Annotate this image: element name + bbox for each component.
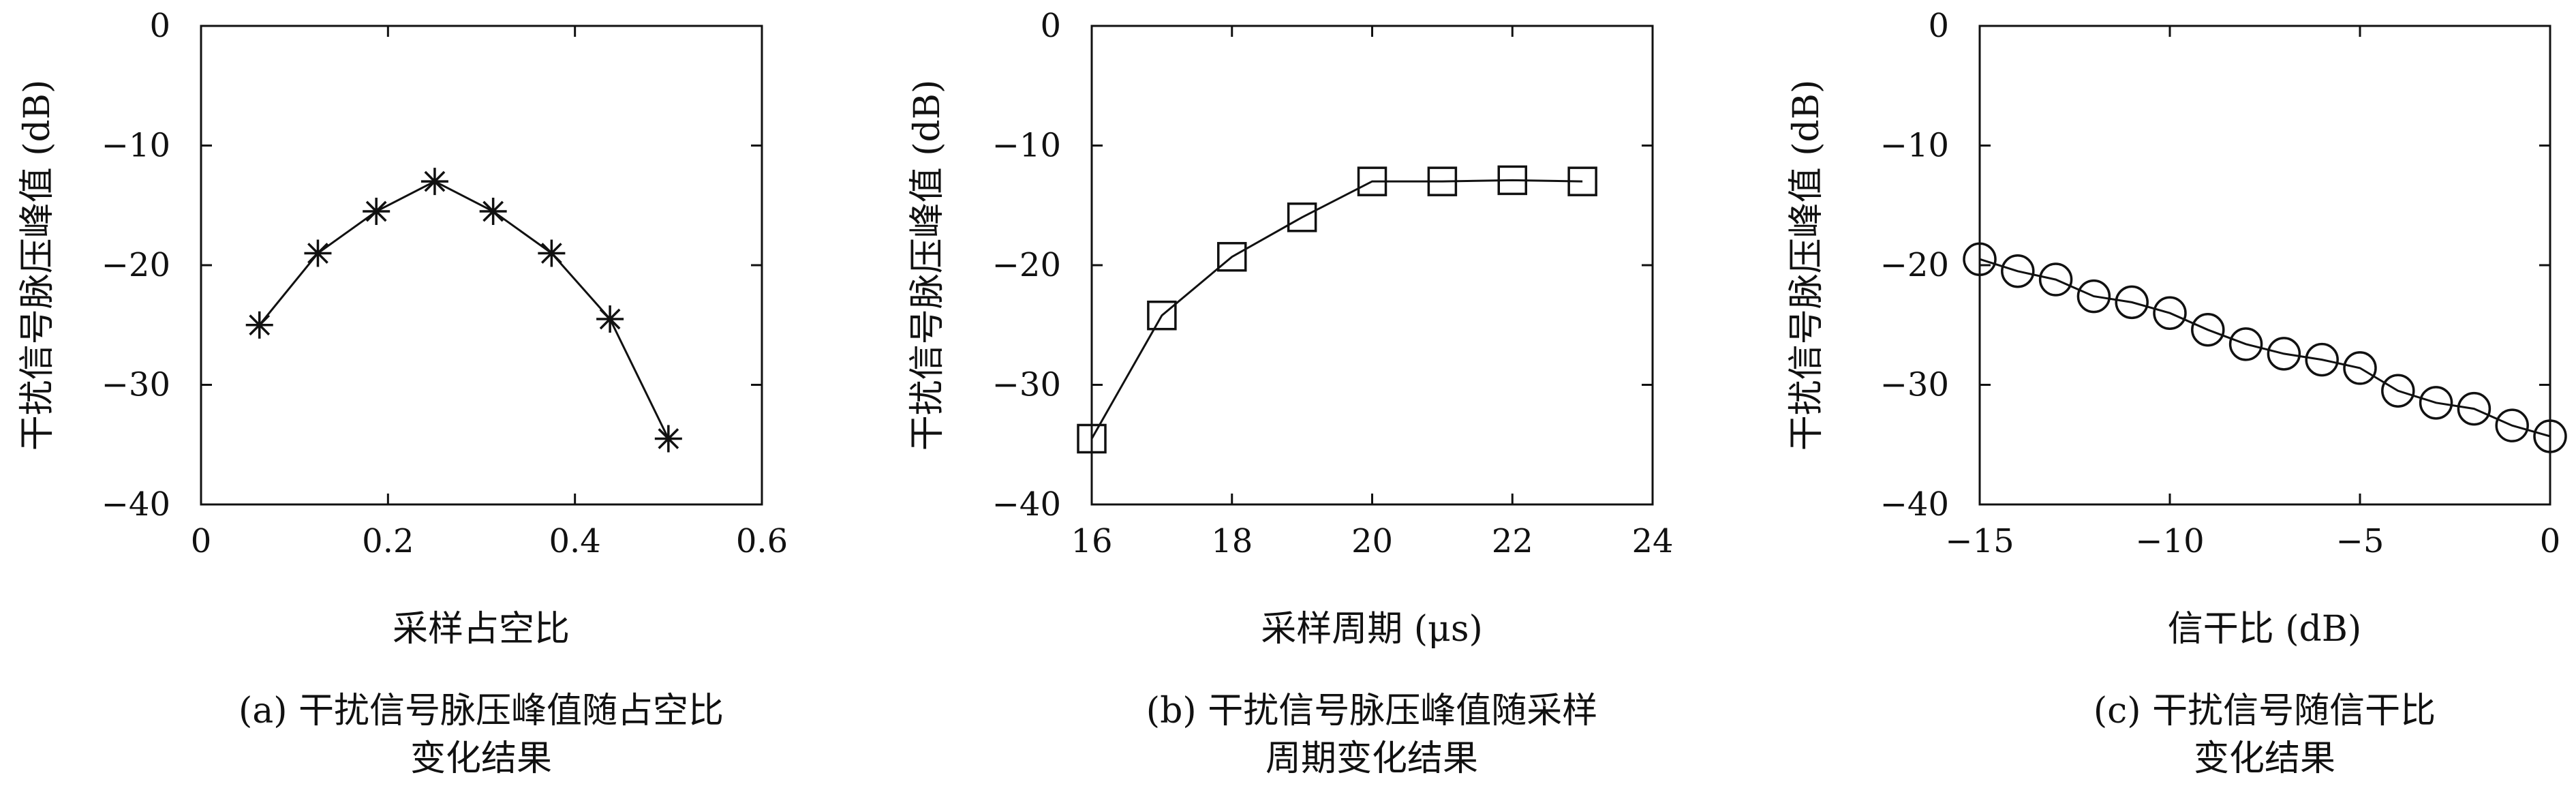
chart-a-y-tick-label: −40 <box>102 485 170 524</box>
chart-a-x-axis-label: 采样占空比 <box>393 609 570 650</box>
chart-c-data-point <box>2343 351 2377 385</box>
chart-c-data-point <box>2115 285 2149 320</box>
chart-a-data-point <box>596 305 624 333</box>
chart-a-caption-line-2: 变化结果 <box>410 738 552 779</box>
chart-c-data-point <box>2153 296 2187 330</box>
chart-b-plot <box>1077 165 1597 454</box>
chart-c-data-point <box>2001 254 2035 288</box>
chart-c-x-tick-label: −15 <box>1945 522 2014 560</box>
chart-c-y-tick-label: −40 <box>1880 485 1949 524</box>
chart-b-y-tick-label: −20 <box>992 246 1061 284</box>
chart-a-y-axis-label: 干扰信号脉压峰值 (dB) <box>17 80 58 451</box>
chart-c-data-point <box>2038 262 2073 297</box>
chart-b-x-tick-label: 16 <box>1071 522 1112 560</box>
chart-a-x-tick-label: 0.4 <box>549 522 600 560</box>
chart-c-x-tick-label: −10 <box>2135 522 2204 560</box>
chart-b-data-point <box>1497 165 1527 196</box>
chart-a-data-point <box>654 425 682 453</box>
chart-b-caption-line-1: (b) 干扰信号脉压峰值随采样 <box>1146 691 1597 731</box>
chart-b-y-tick-label: −10 <box>992 127 1061 165</box>
chart-c: −15 −10 −5 0 0 −10 −20 −30 −40 信干比 (dB) 干扰信号脉压峰值… <box>1786 7 2567 779</box>
chart-b-series-line <box>1090 179 1583 440</box>
chart-b-x-tick-label: 24 <box>1631 522 1673 560</box>
chart-c-data-point <box>2191 313 2225 347</box>
chart-b-x-tick-label: 18 <box>1211 522 1253 560</box>
chart-b-x-tick-label: 20 <box>1351 522 1393 560</box>
chart-a-y-tick-label: −10 <box>102 127 170 165</box>
chart-b-x-axis-label: 采样周期 (μs) <box>1261 609 1483 650</box>
chart-b-data-point <box>1357 166 1387 196</box>
chart-b: 16 18 20 22 24 0 −10 −20 −30 −40 采样周期 (μs) 干扰信号脉压… <box>907 7 1674 779</box>
chart-c-data-point <box>2533 419 2567 453</box>
chart-c-data-point <box>2267 337 2301 371</box>
chart-a-x-tick-label: 0.2 <box>362 522 414 560</box>
chart-c-data-point <box>2076 279 2111 314</box>
chart-b-data-point <box>1567 166 1597 196</box>
chart-c-data-point <box>1963 242 1997 276</box>
chart-c-ticks: −15 −10 −5 0 0 −10 −20 −30 −40 <box>1880 7 2561 560</box>
chart-c-data-point <box>2419 386 2453 420</box>
chart-b-caption-line-2: 周期变化结果 <box>1266 738 1478 779</box>
chart-c-plot <box>1963 242 2567 453</box>
chart-c-data-point <box>2495 408 2529 442</box>
chart-c-x-axis-label: 信干比 (dB) <box>2168 609 2362 650</box>
chart-a: 0 0.2 0.4 0.6 0 −10 −20 −30 −40 采样占空比 干扰信号脉压峰值 (… <box>17 7 788 779</box>
chart-a-plot <box>245 168 682 453</box>
chart-b-data-point <box>1147 300 1177 331</box>
chart-a-data-point <box>479 198 507 226</box>
chart-c-data-point <box>2381 374 2415 408</box>
chart-a-y-tick-label: −30 <box>102 366 170 404</box>
chart-c-data-point <box>2457 391 2491 426</box>
chart-a-x-tick-label: 0.6 <box>736 522 788 560</box>
chart-c-y-tick-label: −10 <box>1880 127 1949 165</box>
chart-a-series-line <box>258 180 670 440</box>
chart-a-data-point <box>420 168 448 196</box>
chart-a-y-tick-label: 0 <box>149 7 170 45</box>
chart-c-y-tick-label: −30 <box>1880 366 1949 404</box>
chart-c-y-tick-label: 0 <box>1928 7 1949 45</box>
chart-b-data-point <box>1427 166 1458 196</box>
chart-b-data-point <box>1217 241 1247 272</box>
chart-a-data-point <box>304 239 332 267</box>
chart-a-data-point <box>245 311 273 339</box>
chart-b-data-point <box>1077 423 1107 454</box>
chart-c-data-point <box>2305 342 2339 377</box>
chart-c-series-line <box>1979 258 2551 438</box>
chart-b-ticks: 16 18 20 22 24 0 −10 −20 −30 −40 <box>992 7 1674 560</box>
chart-c-data-point <box>2228 327 2263 361</box>
chart-b-y-tick-label: −40 <box>992 485 1061 524</box>
chart-c-caption-line-2: 变化结果 <box>2194 738 2335 779</box>
chart-b-y-axis-label: 干扰信号脉压峰值 (dB) <box>907 80 948 451</box>
chart-a-x-tick-label: 0 <box>191 522 212 560</box>
chart-a-ticks: 0 0.2 0.4 0.6 0 −10 −20 −30 −40 <box>102 7 788 560</box>
chart-c-x-tick-label: 0 <box>2540 522 2561 560</box>
chart-b-x-tick-label: 22 <box>1492 522 1533 560</box>
chart-a-data-point <box>538 239 566 267</box>
chart-b-y-tick-label: 0 <box>1040 7 1061 45</box>
chart-b-data-point <box>1287 202 1317 232</box>
chart-c-y-tick-label: −20 <box>1880 246 1949 284</box>
chart-c-y-axis-label: 干扰信号脉压峰值 (dB) <box>1786 80 1827 451</box>
chart-c-x-tick-label: −5 <box>2336 522 2385 560</box>
chart-a-y-tick-label: −20 <box>102 246 170 284</box>
chart-b-y-tick-label: −30 <box>992 366 1061 404</box>
chart-a-caption-line-1: (a) 干扰信号脉压峰值随占空比 <box>239 691 724 731</box>
chart-a-data-point <box>363 198 390 226</box>
chart-c-caption-line-1: (c) 干扰信号随信干比 <box>2094 691 2436 731</box>
